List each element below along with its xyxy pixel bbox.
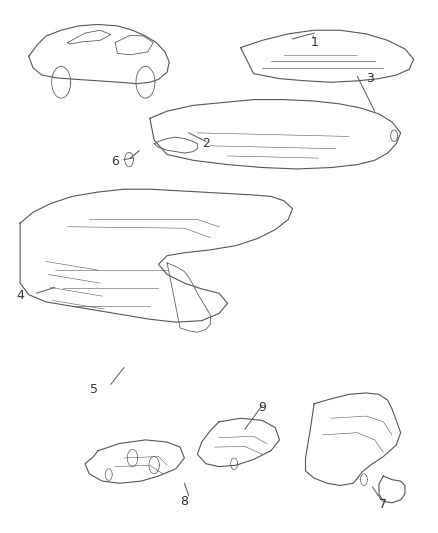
Text: 5: 5 <box>90 383 98 396</box>
Text: 1: 1 <box>310 36 318 49</box>
Text: 9: 9 <box>258 401 266 414</box>
Text: 6: 6 <box>111 155 119 168</box>
Text: 2: 2 <box>202 137 210 150</box>
Text: 7: 7 <box>379 498 387 512</box>
Text: 3: 3 <box>367 72 374 85</box>
Text: 8: 8 <box>180 495 188 508</box>
Text: 4: 4 <box>16 289 24 302</box>
